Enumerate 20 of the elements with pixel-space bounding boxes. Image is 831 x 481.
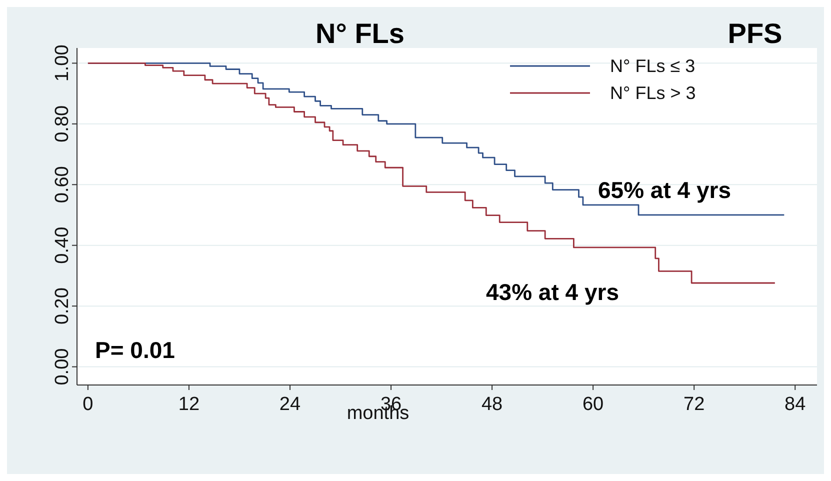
annotation: 43% at 4 yrs [486,279,619,305]
legend-label: N° FLs ≤ 3 [610,56,696,76]
y-tick-label: 0.20 [52,288,73,325]
x-tick-label: 12 [178,394,200,415]
y-tick-label: 0.40 [52,226,73,264]
y-tick-label: 0.80 [52,105,73,142]
y-tick-label: 0.60 [52,166,73,204]
y-tick-label: 0.00 [52,348,73,386]
x-tick-label: 60 [582,394,604,415]
x-tick-label: 72 [684,394,705,415]
y-tick-label: 1.00 [52,44,73,82]
x-tick-label: 24 [279,394,301,415]
legend-label: N° FLs > 3 [610,83,696,103]
chart-title: N° FLs [316,18,404,49]
x-tick-label: 84 [784,394,806,415]
x-tick-label: 0 [82,394,94,415]
annotation: P= 0.01 [95,337,176,363]
x-tick-label: 48 [481,394,503,415]
chart-subtitle: PFS [728,18,782,49]
annotation: 65% at 4 yrs [598,177,731,203]
